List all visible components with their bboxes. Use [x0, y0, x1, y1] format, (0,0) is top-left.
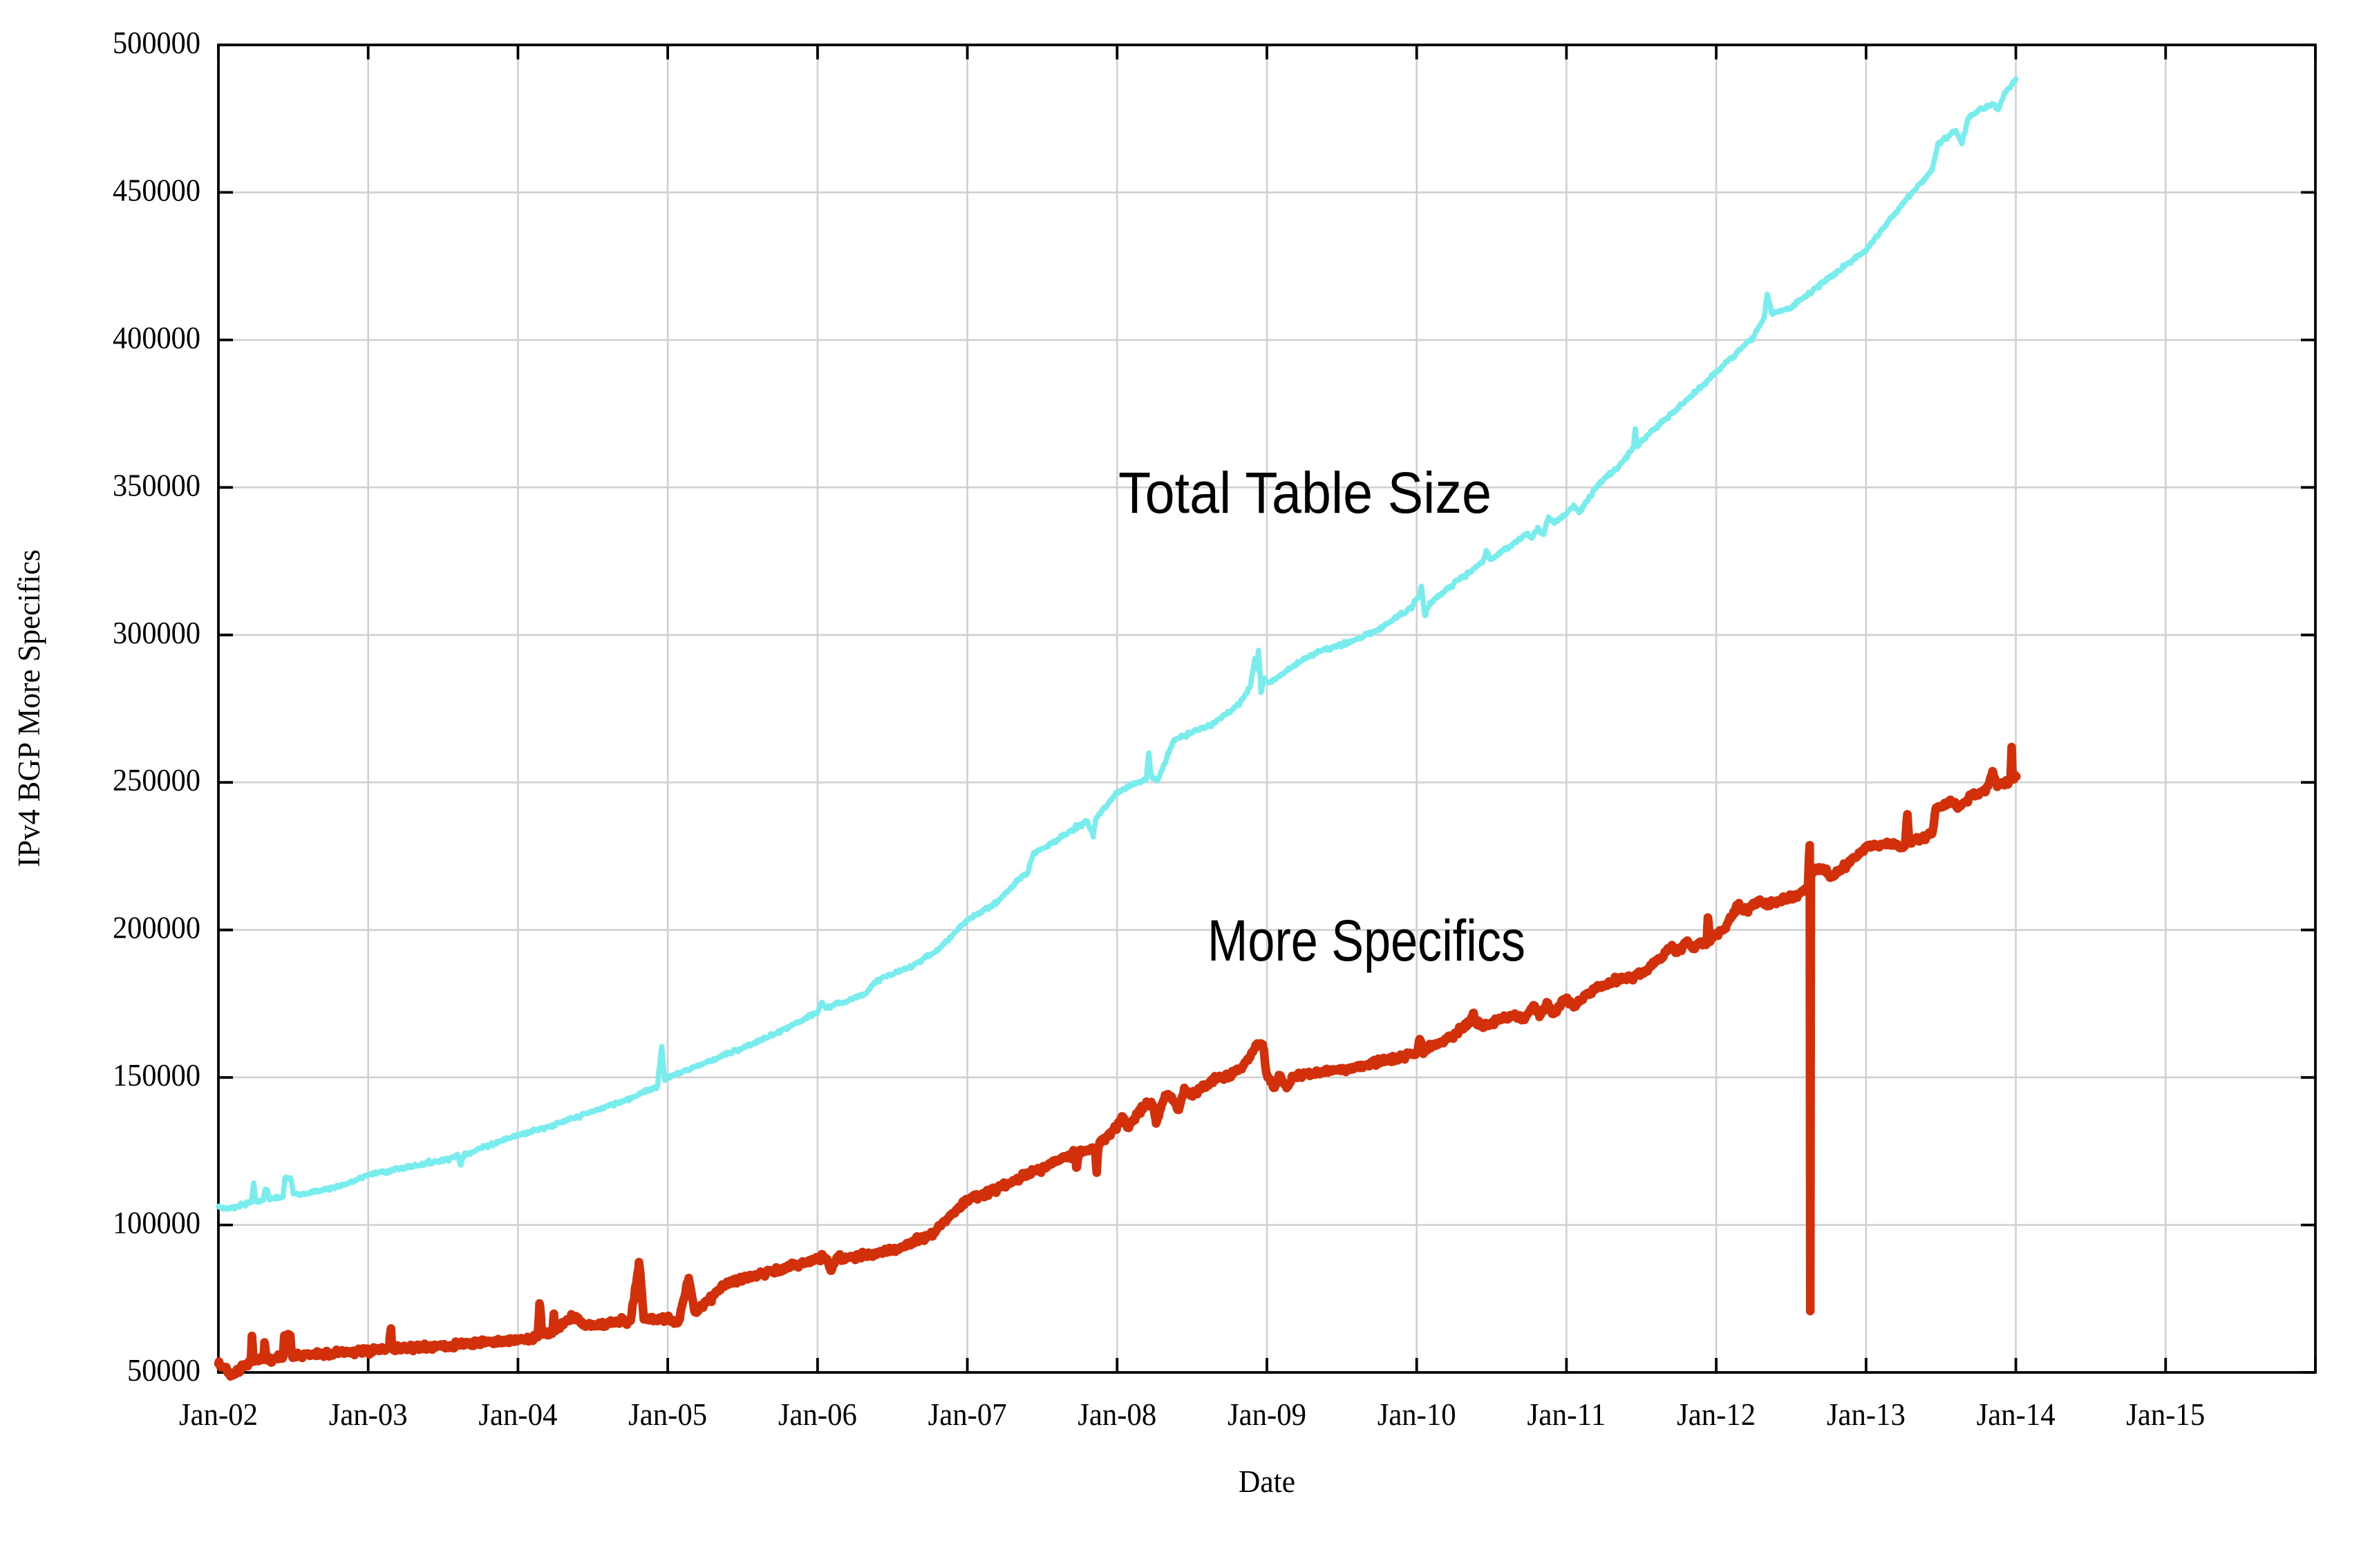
svg-text:Jan-15: Jan-15: [2126, 1397, 2205, 1432]
svg-text:400000: 400000: [113, 321, 200, 355]
svg-text:200000: 200000: [113, 911, 200, 945]
svg-text:Date: Date: [1239, 1464, 1295, 1499]
svg-text:Jan-09: Jan-09: [1228, 1397, 1306, 1432]
svg-text:Total Table Size: Total Table Size: [1118, 460, 1492, 525]
svg-text:350000: 350000: [113, 468, 200, 502]
svg-text:300000: 300000: [113, 616, 200, 650]
svg-text:IPv4 BGP More Specifics: IPv4 BGP More Specifics: [12, 549, 46, 867]
svg-text:500000: 500000: [113, 26, 200, 60]
svg-text:More Specifics: More Specifics: [1207, 908, 1525, 973]
svg-text:Jan-13: Jan-13: [1827, 1397, 1906, 1432]
svg-text:Jan-10: Jan-10: [1377, 1397, 1456, 1432]
svg-text:Jan-14: Jan-14: [1977, 1397, 2056, 1432]
svg-text:100000: 100000: [113, 1206, 200, 1240]
svg-text:Jan-06: Jan-06: [778, 1397, 857, 1432]
svg-text:150000: 150000: [113, 1058, 200, 1093]
svg-text:Jan-02: Jan-02: [179, 1397, 258, 1432]
svg-text:50000: 50000: [127, 1353, 200, 1388]
svg-text:Jan-08: Jan-08: [1078, 1397, 1156, 1432]
svg-text:Jan-05: Jan-05: [628, 1397, 707, 1432]
svg-text:Jan-11: Jan-11: [1527, 1397, 1606, 1432]
svg-text:Jan-07: Jan-07: [928, 1397, 1007, 1432]
svg-text:Jan-03: Jan-03: [329, 1397, 408, 1432]
svg-text:450000: 450000: [113, 173, 200, 207]
svg-text:Jan-04: Jan-04: [478, 1397, 557, 1432]
svg-text:Jan-12: Jan-12: [1677, 1397, 1756, 1432]
svg-text:250000: 250000: [113, 763, 200, 797]
